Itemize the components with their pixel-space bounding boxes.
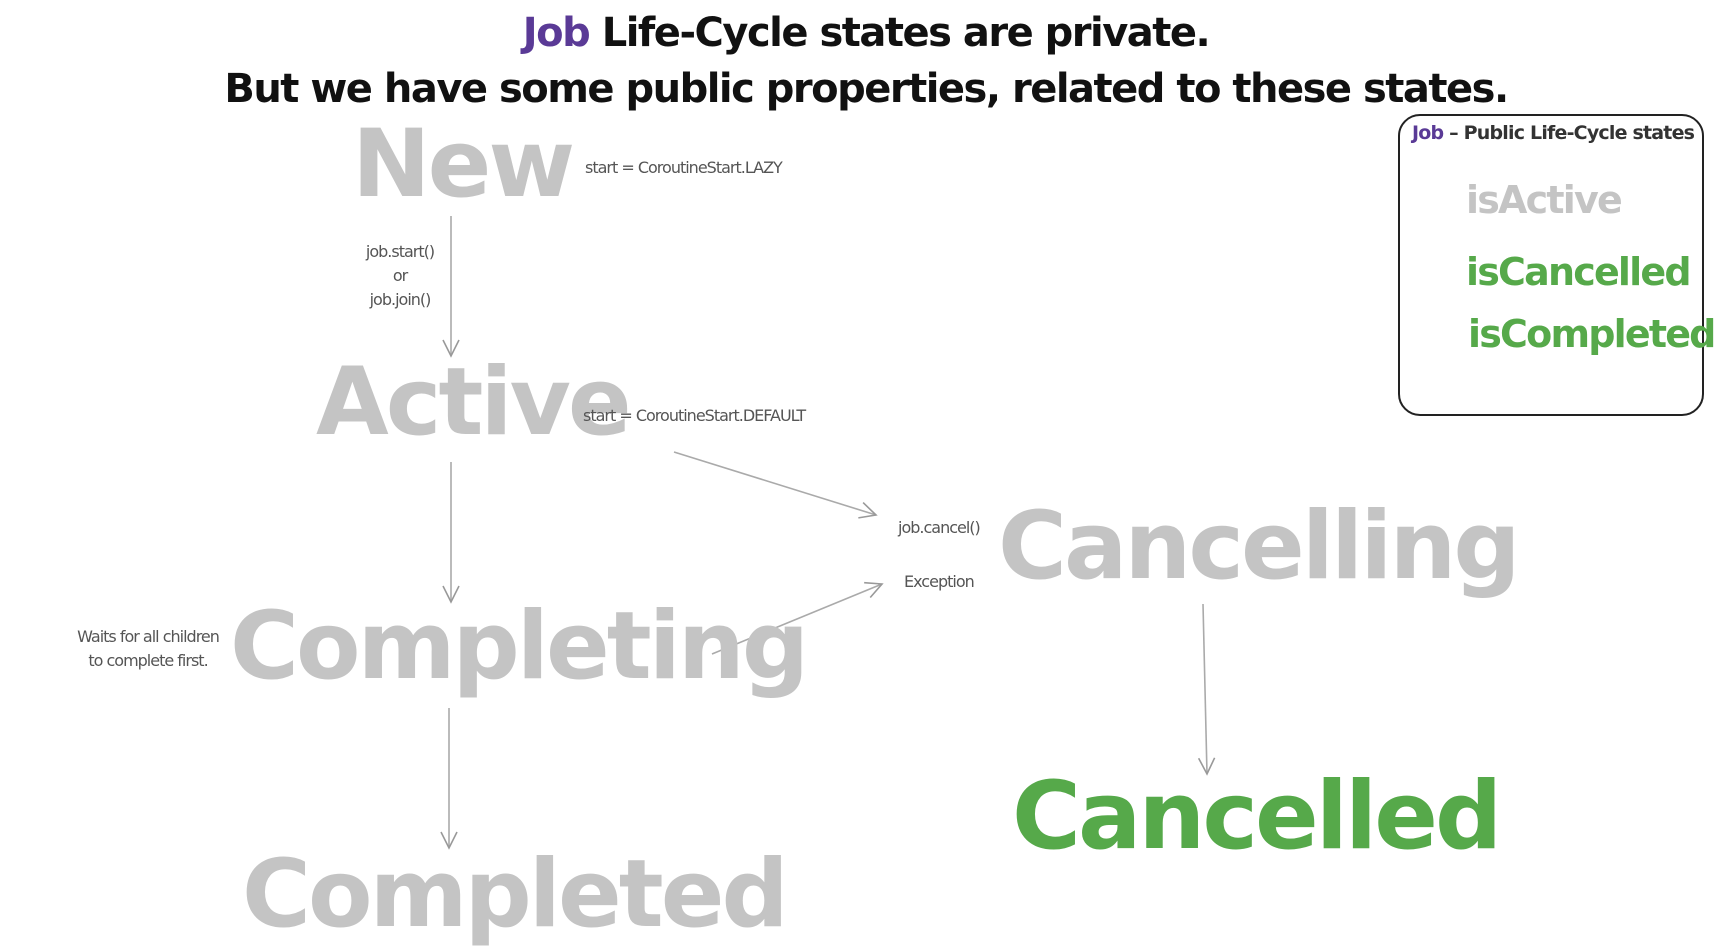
heading-line-2: But we have some public properties, rela…	[224, 66, 1509, 112]
legend-title-job: Job	[1412, 122, 1444, 144]
legend-is-completed: isCompleted	[1468, 312, 1716, 356]
heading-job-word: Job	[522, 10, 591, 56]
state-completed: Completed	[242, 840, 789, 949]
note-start-default: start = CoroutineStart.DEFAULT	[583, 406, 806, 425]
note-job-start-join: job.start() or job.join()	[340, 240, 460, 312]
state-cancelling: Cancelling	[998, 492, 1521, 601]
state-cancelled: Cancelled	[1012, 762, 1502, 871]
note-waits-line-2: to complete first.	[88, 651, 208, 670]
note-exception: Exception	[904, 572, 975, 591]
legend-is-cancelled: isCancelled	[1466, 250, 1692, 294]
note-waits-line-1: Waits for all children	[77, 627, 220, 646]
arrow-completing-to-cancelling	[711, 581, 884, 655]
public-states-legend: Job – Public Life-Cycle states isActive …	[1398, 114, 1716, 416]
note-waits-children: Waits for all children to complete first…	[60, 625, 236, 673]
state-completing: Completing	[230, 592, 809, 701]
note-job-cancel: job.cancel()	[898, 518, 981, 537]
state-active: Active	[316, 348, 632, 457]
state-new: New	[352, 110, 575, 219]
heading-line-1: Job Life-Cycle states are private.	[0, 10, 1732, 56]
legend-title: Job – Public Life-Cycle states	[1412, 122, 1695, 144]
note-job-start: job.start()	[365, 242, 435, 261]
arrow-active-to-cancelling	[673, 451, 878, 519]
legend-title-text: – Public Life-Cycle states	[1443, 122, 1695, 144]
note-start-lazy: start = CoroutineStart.LAZY	[585, 158, 783, 177]
arrow-cancelling-to-cancelled	[1197, 603, 1216, 776]
heading-line-1-text: Life-Cycle states are private.	[589, 10, 1211, 56]
legend-is-active: isActive	[1466, 178, 1623, 222]
note-job-join: job.join()	[369, 290, 432, 309]
note-or: or	[392, 266, 408, 285]
